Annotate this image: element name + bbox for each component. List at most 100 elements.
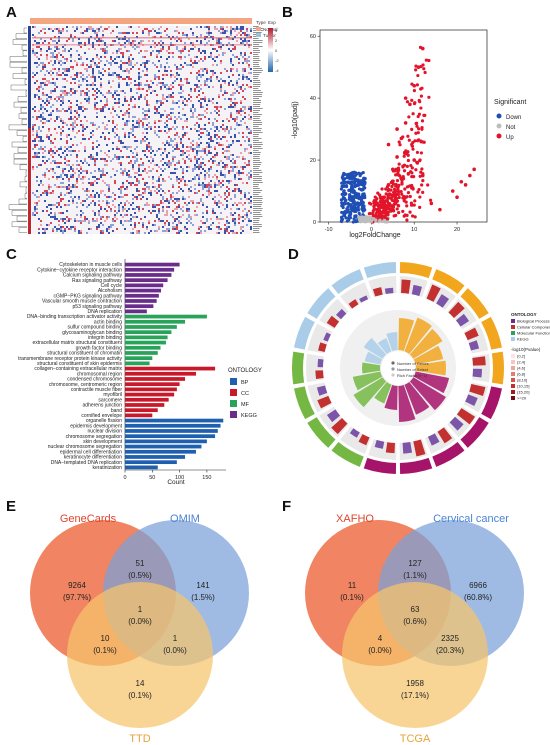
heatmap-cell xyxy=(74,74,76,76)
heatmap-cell xyxy=(92,196,94,198)
heatmap-cell xyxy=(32,108,34,110)
heatmap-cell xyxy=(168,200,170,202)
heatmap-cell xyxy=(100,190,102,192)
circle-term-band xyxy=(481,386,503,420)
heatmap-cell xyxy=(102,170,104,172)
heatmap-cell xyxy=(212,140,214,142)
heatmap-cell xyxy=(60,54,62,56)
heatmap-cell xyxy=(132,182,134,184)
heatmap-cell xyxy=(222,136,224,138)
heatmap-cell xyxy=(84,42,86,44)
heatmap-cell xyxy=(226,180,228,182)
heatmap-cell xyxy=(160,50,162,52)
heatmap-cell xyxy=(250,170,252,172)
heatmap-cell xyxy=(104,116,106,118)
heatmap-cell xyxy=(154,90,156,92)
heatmap-cell xyxy=(80,58,82,60)
heatmap-cell xyxy=(166,96,168,98)
heatmap-cell xyxy=(168,52,170,54)
heatmap-cell xyxy=(146,146,148,148)
heatmap-cell xyxy=(110,92,112,94)
heatmap-cell xyxy=(114,216,116,218)
heatmap-cell xyxy=(130,232,132,234)
heatmap-cell xyxy=(144,192,146,194)
heatmap-cell xyxy=(248,202,250,204)
heatmap-cell xyxy=(66,92,68,94)
volcano-point-up xyxy=(403,96,408,100)
heatmap-cell xyxy=(110,210,112,212)
heatmap-cell xyxy=(226,146,228,148)
heatmap-cell xyxy=(42,174,44,176)
heatmap-cell xyxy=(190,88,192,90)
heatmap-cell xyxy=(198,86,200,88)
heatmap-cell xyxy=(122,174,124,176)
heatmap-cell xyxy=(170,112,172,114)
heatmap-cell xyxy=(226,190,228,192)
circle-select-bar xyxy=(323,332,331,342)
heatmap-cell xyxy=(130,88,132,90)
heatmap-cell xyxy=(234,160,236,162)
heatmap-cell xyxy=(172,146,174,148)
heatmap-cell xyxy=(106,28,108,30)
heatmap-cell xyxy=(84,158,86,160)
heatmap-cell xyxy=(138,52,140,54)
heatmap-cell xyxy=(148,32,150,34)
circle-rich-factor xyxy=(363,337,387,359)
heatmap-cell xyxy=(232,74,234,76)
heatmap-cell xyxy=(146,74,148,76)
heatmap-cell xyxy=(50,56,52,58)
heatmap-cell xyxy=(220,186,222,188)
volcano-cloud-point-up xyxy=(403,151,407,156)
heatmap-cell xyxy=(172,150,174,152)
heatmap-cell xyxy=(212,86,214,88)
heatmap-cell xyxy=(218,114,220,116)
heatmap-cell xyxy=(234,202,236,204)
heatmap-cell xyxy=(122,78,124,80)
heatmap-cell xyxy=(118,100,120,102)
heatmap-cell xyxy=(182,84,184,86)
heatmap-cell xyxy=(60,132,62,134)
bar-term-label: sulfur compound binding xyxy=(68,325,123,331)
gene-label-tick xyxy=(253,100,262,101)
heatmap-cell xyxy=(216,184,218,186)
heatmap-cell xyxy=(158,106,160,108)
heatmap-cell xyxy=(140,94,142,96)
volcano-cloud-point-up xyxy=(414,168,418,172)
heatmap-cell xyxy=(94,204,96,206)
heatmap-cell xyxy=(94,62,96,64)
heatmap-cell xyxy=(54,212,56,214)
heatmap-cell xyxy=(68,150,70,152)
gene-label-tick xyxy=(253,192,261,193)
heatmap-cell xyxy=(204,178,206,180)
heatmap-cell xyxy=(206,72,208,74)
pvalue-legend-label: (15,20] xyxy=(517,390,529,395)
heatmap-cell xyxy=(134,84,136,86)
volcano-cloud-point-up xyxy=(402,199,406,203)
heatmap-cell xyxy=(38,88,40,90)
heatmap-cell xyxy=(186,64,188,66)
heatmap-cell xyxy=(94,38,96,40)
venn-pct: (20.3%) xyxy=(436,646,464,655)
enrichment-bar xyxy=(125,361,150,366)
heatmap-cell xyxy=(118,86,120,88)
heatmap-cell xyxy=(62,226,64,228)
volcano-cloud-point-up xyxy=(422,67,426,71)
heatmap-cell xyxy=(188,64,190,66)
enrichment-bar xyxy=(125,278,168,283)
heatmap-cell xyxy=(184,132,186,134)
heatmap-cell xyxy=(96,178,98,180)
heatmap-cell xyxy=(244,60,246,62)
heatmap-cell xyxy=(32,50,34,52)
heatmap-cell xyxy=(118,84,120,86)
heatmap-cell xyxy=(142,70,144,72)
heatmap-cell xyxy=(232,140,234,142)
dendrogram-branch xyxy=(25,170,27,176)
heatmap-cell xyxy=(216,138,218,140)
heatmap-cell xyxy=(236,110,238,112)
heatmap-cell xyxy=(64,204,66,206)
heatmap-cell xyxy=(216,204,218,206)
heatmap-cell xyxy=(76,76,78,78)
heatmap-cell xyxy=(178,162,180,164)
heatmap-cell xyxy=(132,134,134,136)
heatmap-cell xyxy=(126,186,128,188)
